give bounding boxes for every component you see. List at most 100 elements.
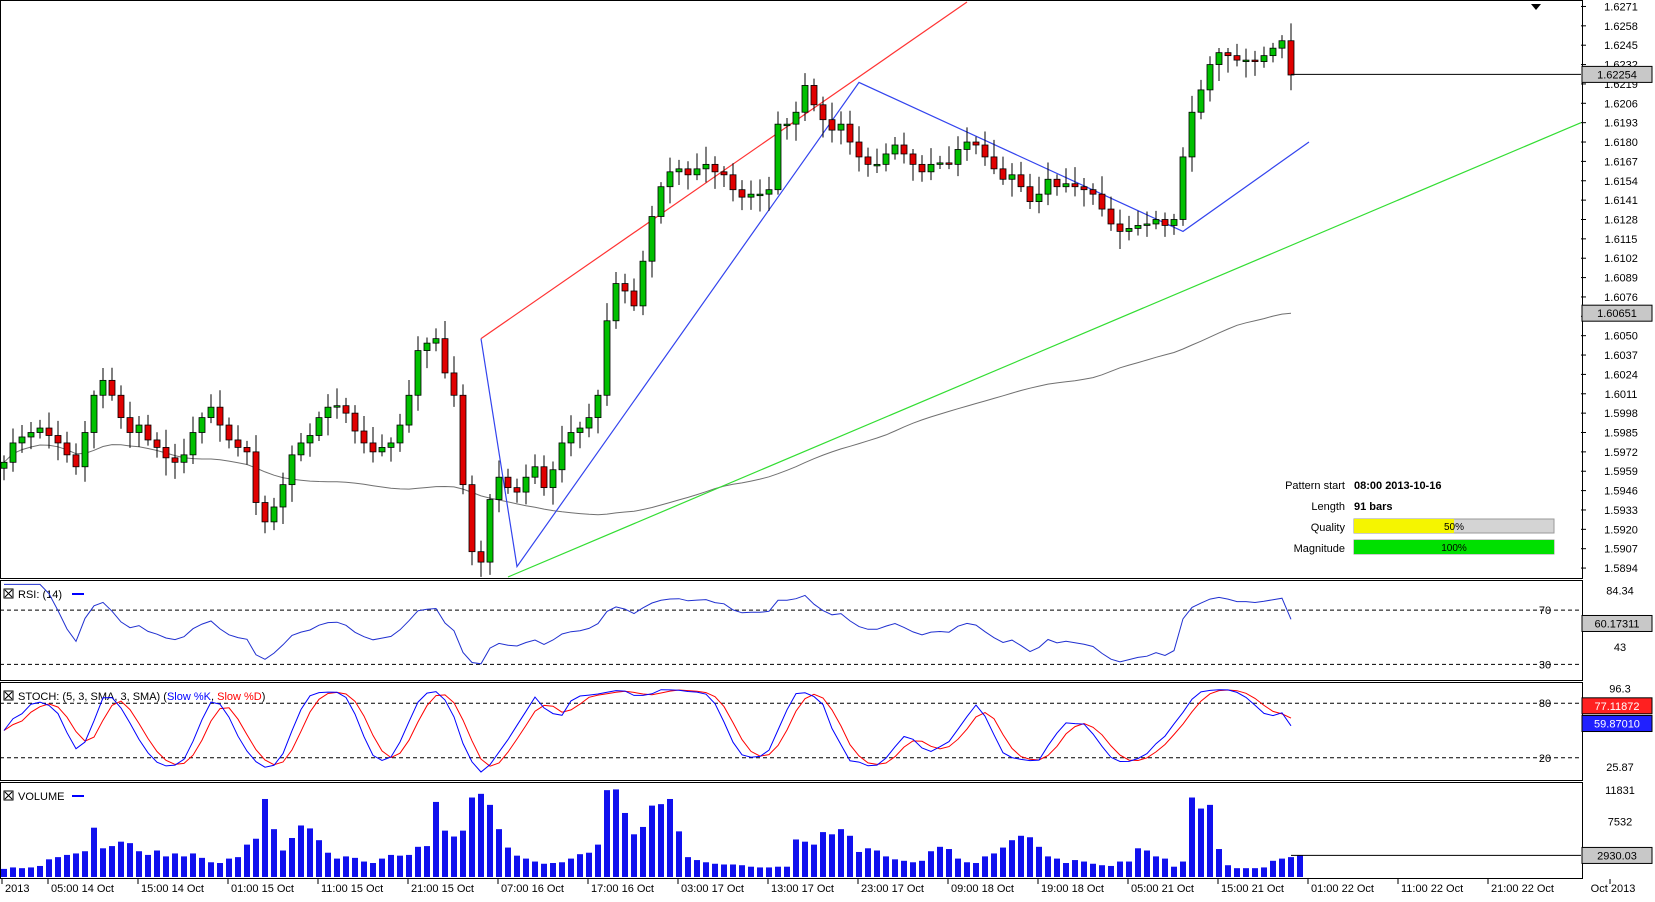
bullish-candle [90, 394, 98, 433]
ma-value-box [1581, 304, 1653, 322]
rsi-panel-frame [0, 580, 1583, 681]
volume-bar [775, 866, 781, 877]
bullish-candle [36, 427, 44, 433]
bearish-candle [981, 144, 989, 158]
volume-bar [55, 857, 61, 877]
rsi-content: 84.34 70 43 30 60.17311 [0, 583, 1653, 671]
volume-bar [64, 854, 70, 877]
volume-bar [991, 853, 997, 877]
price-labels: 1.62254 1.60651 [1291, 4, 1653, 322]
bullish-candle [1278, 40, 1286, 49]
volume-axis-label: 11831 [1605, 785, 1635, 797]
stoch-axis-label: 25.87 [1606, 762, 1634, 774]
stoch-legend: STOCH: (5, 3, SMA, 3, SMA) (Slow %K, Slo… [18, 691, 265, 703]
price-tick-label: 1.5959 [1604, 466, 1638, 478]
rsi-axis-label: 84.34 [1606, 586, 1634, 598]
price-tick-label: 1.5998 [1604, 408, 1638, 420]
time-tick-label: 05:00 21 Oct [1131, 883, 1194, 895]
volume-bar [433, 801, 439, 877]
bullish-candle [1062, 183, 1070, 188]
bullish-candle [747, 193, 755, 198]
bullish-candle [675, 168, 683, 173]
bullish-candle [783, 123, 791, 127]
volume-bar [847, 835, 853, 877]
bearish-candle [630, 290, 638, 307]
stoch-title: STOCH: (5, 3, SMA, 3, SMA) [18, 691, 160, 703]
bearish-candle [1161, 219, 1169, 226]
bullish-candle [378, 447, 386, 453]
rsi-axis-label: 30 [1539, 659, 1551, 671]
volume-bar [244, 844, 250, 877]
volume-bar [451, 836, 457, 877]
bearish-candle [972, 141, 980, 146]
bullish-candle [954, 149, 962, 165]
bearish-candle [864, 156, 872, 165]
bullish-candle [531, 466, 539, 478]
volume-bar [1018, 835, 1024, 877]
time-tick-label: 19:00 18 Oct [1041, 883, 1104, 895]
volume-bar [631, 834, 637, 877]
bearish-candle [855, 141, 863, 158]
pattern-start-label: Pattern start [1285, 480, 1345, 492]
volume-bar [172, 853, 178, 877]
volume-bar [424, 846, 430, 877]
volume-bar [667, 798, 673, 877]
price-tick-label: 1.5894 [1604, 563, 1638, 575]
bullish-candle [594, 394, 602, 419]
volume-bar [28, 867, 34, 877]
volume-bar [1207, 804, 1213, 877]
bullish-candle [891, 144, 899, 155]
volume-bar [361, 861, 367, 877]
price-tick-label: 1.6076 [1604, 292, 1638, 304]
bearish-candle [918, 163, 926, 173]
time-tick-label: 07:00 16 Oct [501, 883, 564, 895]
volume-bar [145, 854, 151, 877]
price-tick-label: 1.6037 [1604, 350, 1638, 362]
bullish-candle [522, 476, 530, 493]
stoch-panel: STOCH: (5, 3, SMA, 3, SMA) (Slow %K, Slo… [0, 683, 1653, 774]
volume-bar [1243, 868, 1249, 877]
bearish-candle [63, 442, 71, 456]
volume-bar [811, 844, 817, 877]
bearish-candle [990, 156, 998, 170]
volume-bar [1288, 857, 1294, 877]
bullish-candle [1125, 228, 1133, 232]
bullish-candle [1242, 59, 1250, 62]
bearish-candle [1053, 178, 1061, 188]
volume-bar [226, 858, 232, 877]
volume-bar [865, 848, 871, 877]
volume-bar [1126, 861, 1132, 877]
bearish-candle [468, 484, 476, 553]
volume-bar [91, 827, 97, 877]
time-tick-label: 03:00 17 Oct [681, 883, 744, 895]
bearish-candle [513, 487, 521, 493]
bullish-candle [387, 442, 395, 448]
rsi-axis-label: 70 [1539, 605, 1551, 617]
time-tick-label: 2013 [5, 883, 29, 895]
volume-bar [73, 853, 79, 877]
bearish-candle [477, 551, 485, 563]
volume-bar [1297, 855, 1303, 877]
volume-bar [1027, 837, 1033, 877]
price-tick-label: 1.6141 [1604, 195, 1638, 207]
bearish-candle [153, 439, 161, 448]
volume-axis-label: 7532 [1608, 817, 1632, 829]
bullish-candle [432, 338, 440, 344]
volume-bar [10, 867, 16, 877]
price-tick-label: 1.6271 [1604, 1, 1638, 13]
volume-bar [1144, 850, 1150, 877]
bullish-candle [207, 406, 215, 419]
bearish-candle [819, 104, 827, 121]
volume-bar [1117, 861, 1123, 877]
volume-bar [343, 856, 349, 877]
bullish-candle [666, 171, 674, 188]
price-tick-label: 1.6167 [1604, 156, 1638, 168]
volume-bar [19, 868, 25, 877]
bullish-candle [414, 350, 422, 396]
bearish-candle [846, 123, 854, 143]
volume-bar [316, 840, 322, 877]
stoch-d-current-label: 77.11872 [1594, 701, 1639, 713]
volume-bar [379, 858, 385, 877]
bullish-candle [423, 342, 431, 351]
